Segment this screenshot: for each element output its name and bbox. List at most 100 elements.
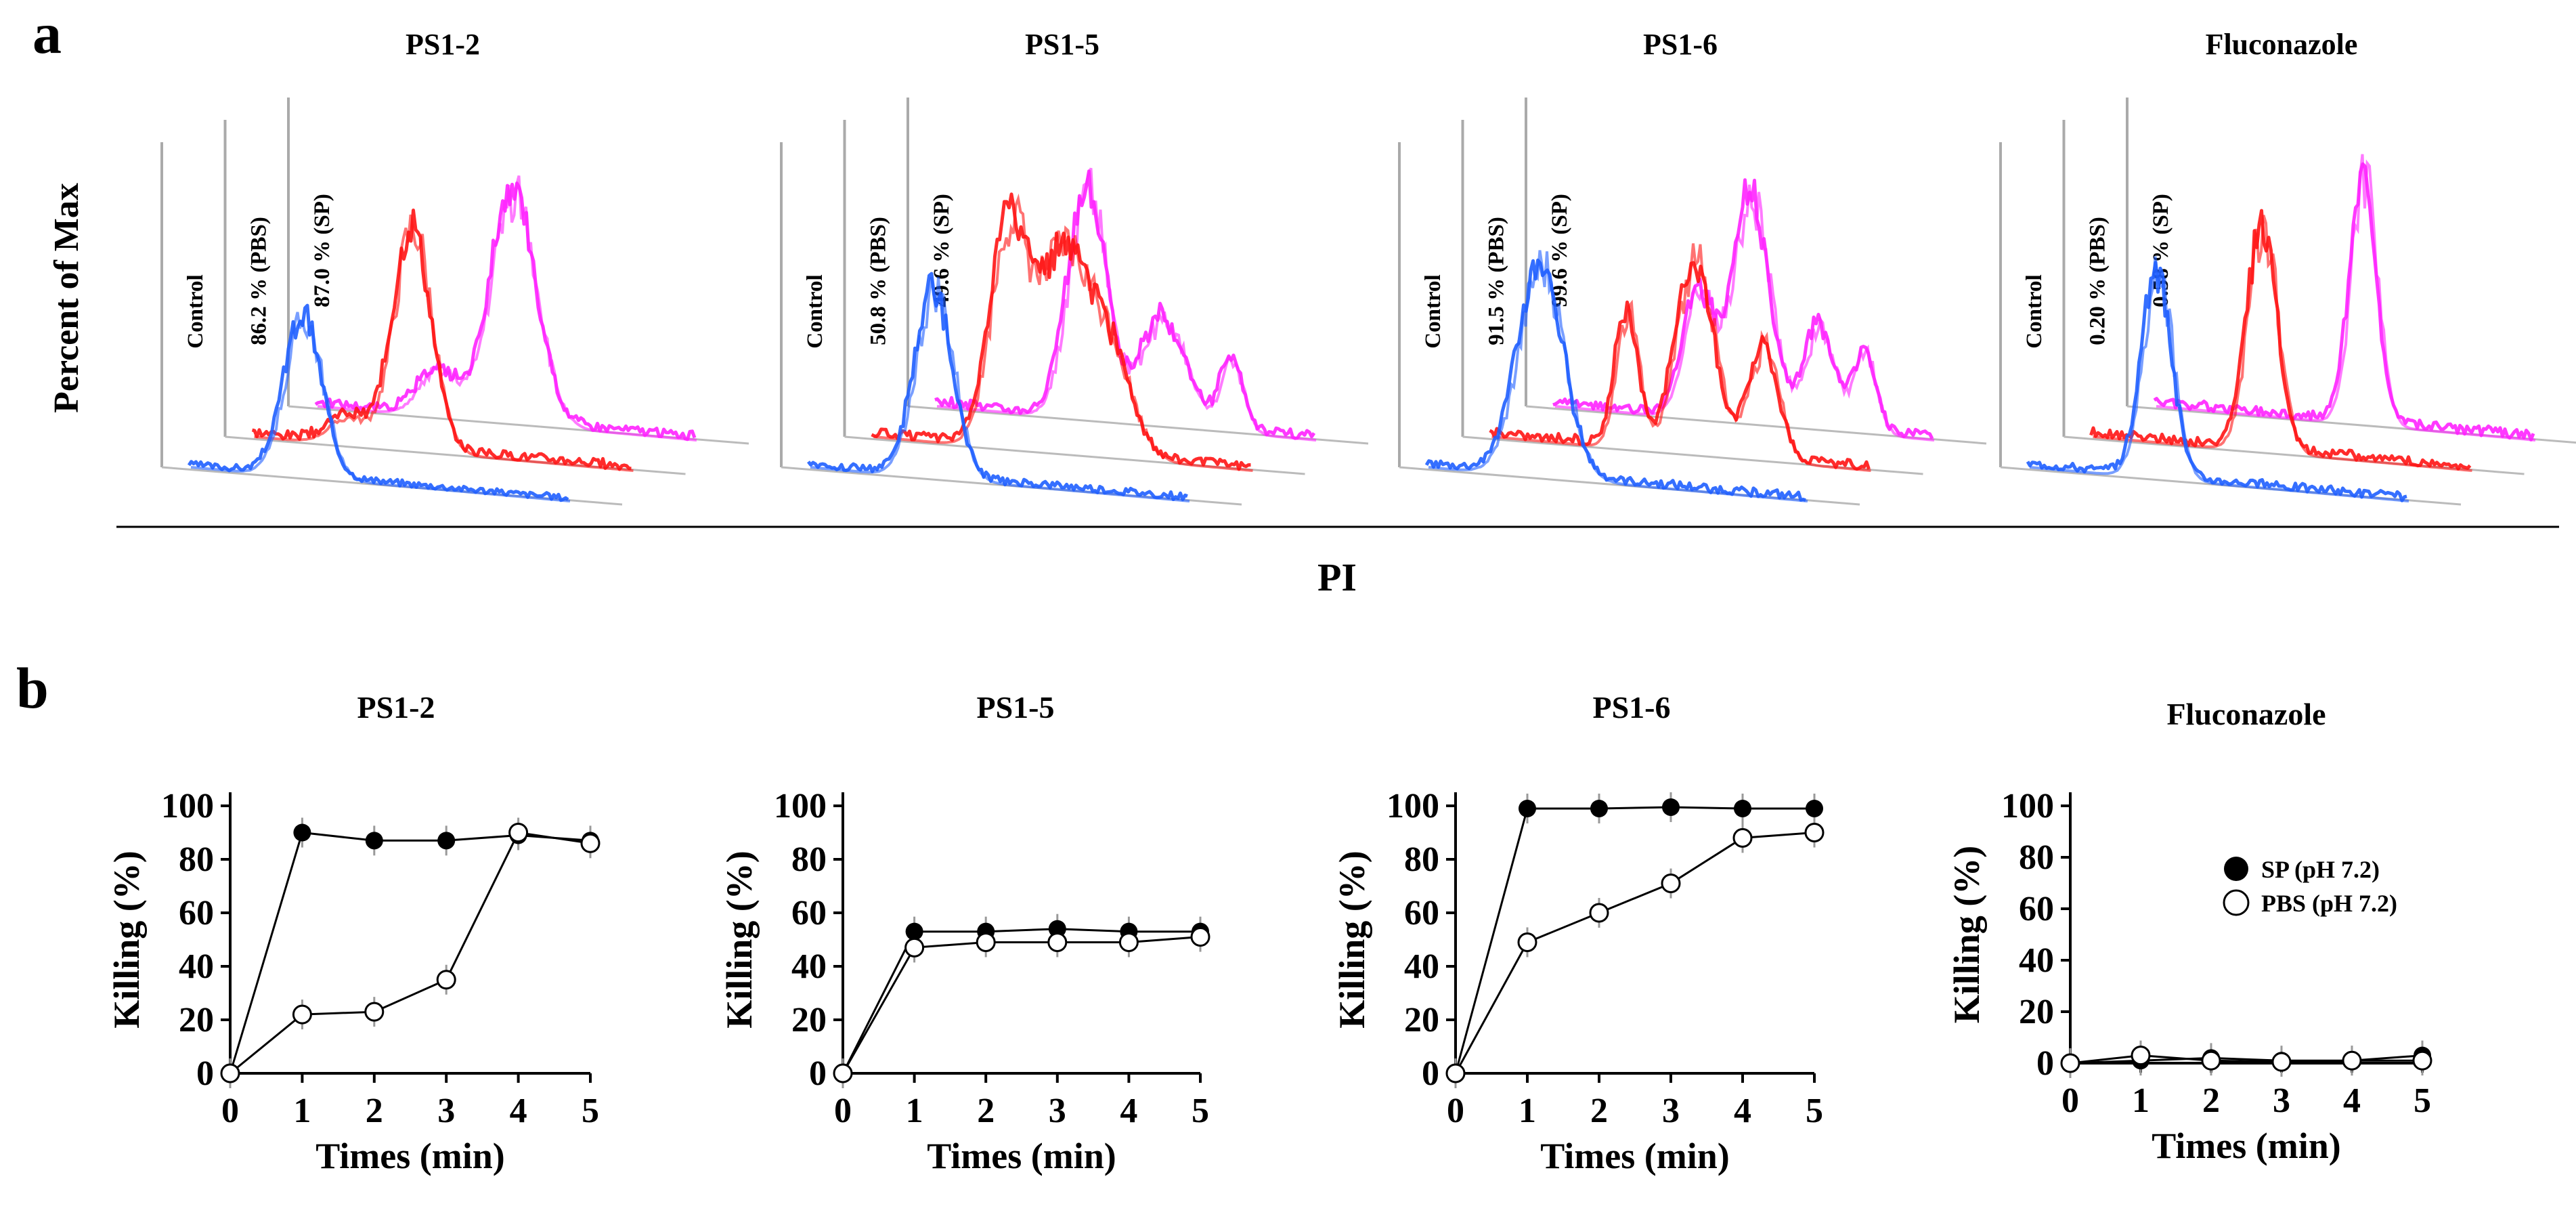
histogram-trace: [251, 209, 632, 471]
data-point-pbs: [436, 970, 456, 990]
x-tick-label: 3: [437, 1092, 455, 1130]
data-point-pbs: [1661, 874, 1681, 894]
y-tick-label: 60: [2019, 890, 2054, 928]
data-point-pbs: [1190, 927, 1210, 947]
histogram-panel: PS1-2 Control 86.2 % (PBS) 87.0 % (SP): [160, 28, 749, 506]
x-axis-label: Times (min): [315, 1136, 505, 1176]
chart-title: PS1-5: [977, 690, 1055, 725]
x-tick-label: 1: [1519, 1092, 1536, 1130]
panel-a-ylabel: Percent of Max: [47, 183, 86, 413]
legend-sp-label: SP (pH 7.2): [2261, 856, 2380, 883]
data-point-sp: [365, 832, 383, 850]
data-point-pbs: [1445, 1063, 1466, 1083]
y-tick-label: 100: [2001, 787, 2054, 825]
histogram-trace: [1554, 184, 1935, 442]
histogram-trace: [317, 175, 697, 442]
data-point-pbs: [580, 833, 601, 853]
y-tick-label: 0: [196, 1054, 214, 1093]
series-line: [842, 928, 1200, 1074]
x-tick-label: 0: [2061, 1081, 2079, 1120]
y-tick-label: 20: [179, 1001, 214, 1039]
data-point-pbs: [2342, 1050, 2362, 1071]
data-point-pbs: [833, 1063, 853, 1083]
y-axis-label: Killing (%): [1332, 851, 1372, 1029]
histogram-layer-label: 86.2 % (PBS): [247, 217, 271, 345]
series-line: [1454, 832, 1815, 1074]
data-point-pbs: [2412, 1050, 2432, 1071]
histogram-trace: [190, 311, 571, 502]
y-tick-label: 40: [791, 947, 827, 986]
data-point-sp: [437, 832, 456, 850]
data-point-pbs: [220, 1063, 240, 1083]
x-tick-label: 4: [2343, 1081, 2361, 1120]
x-axis-label: Times (min): [1540, 1136, 1730, 1176]
data-point-sp: [1662, 798, 1680, 816]
x-tick-label: 1: [293, 1092, 311, 1130]
data-point-pbs: [976, 932, 996, 952]
histogram-trace: [254, 214, 634, 472]
x-tick-label: 4: [510, 1092, 527, 1130]
histogram-trace: [806, 272, 1188, 502]
x-tick-label: 1: [906, 1092, 923, 1130]
y-tick-label: 40: [179, 947, 214, 986]
y-tick-label: 80: [179, 840, 214, 879]
legend-sp-marker: [2224, 857, 2248, 881]
y-tick-label: 80: [791, 840, 827, 879]
histogram-trace: [1428, 250, 1808, 502]
data-point-pbs: [1804, 823, 1825, 842]
series-line: [230, 831, 591, 1075]
y-tick-label: 20: [2019, 993, 2054, 1031]
x-tick-label: 5: [1192, 1092, 1209, 1130]
chart-title: PS1-6: [1593, 690, 1671, 725]
y-axis-label: Killing (%): [1946, 846, 1987, 1024]
data-point-pbs: [1118, 932, 1139, 952]
histogram-layer-label: 87.0 % (SP): [310, 194, 334, 307]
y-tick-label: 40: [2019, 941, 2054, 980]
y-tick-label: 100: [774, 787, 827, 825]
data-point-sp: [1048, 920, 1066, 938]
x-axis-label: Times (min): [2152, 1125, 2341, 1166]
y-tick-label: 60: [179, 894, 214, 932]
line-chart: Fluconazole 0 20 40 60 80 100 0 1 2 3 4 5 Times (min)…: [1946, 697, 2432, 1166]
panel-a-label: a: [32, 1, 62, 66]
y-tick-label: 20: [1404, 1001, 1439, 1039]
y-tick-label: 0: [1422, 1054, 1439, 1093]
x-tick-label: 3: [1049, 1092, 1066, 1130]
histogram-trace: [2089, 209, 2472, 471]
y-tick-label: 0: [2036, 1044, 2054, 1083]
line-chart: PS1-5 0 20 40 60 80 100 0 1 2 3 4 5 Times (min) Killin…: [719, 690, 1210, 1176]
histogram-layer-label: Control: [183, 274, 208, 348]
line-chart: PS1-6 0 20 40 60 80 100 0 1 2 3 4 5 Times (min) Killin…: [1332, 690, 1825, 1176]
histogram-trace: [873, 193, 1253, 472]
data-point-pbs: [2131, 1046, 2151, 1066]
histogram-trace: [2093, 215, 2472, 472]
x-tick-label: 3: [1662, 1092, 1680, 1130]
panel-b-label: b: [16, 656, 49, 721]
data-point-pbs: [904, 937, 925, 958]
y-tick-label: 60: [791, 894, 827, 932]
histogram-layer-label: Control: [1421, 274, 1445, 348]
histogram-title: Fluconazole: [2206, 28, 2358, 61]
series-line: [1454, 806, 1814, 1074]
data-point-pbs: [2060, 1053, 2080, 1073]
data-point-sp: [905, 922, 923, 941]
histogram-layer-label: Control: [2022, 274, 2047, 348]
data-point-sp: [1806, 799, 1823, 817]
histogram-layer-label: 0.20 % (PBS): [2086, 217, 2110, 345]
y-axis-label: Killing (%): [719, 851, 760, 1029]
x-tick-label: 2: [2202, 1081, 2220, 1120]
x-tick-label: 3: [2273, 1081, 2290, 1120]
histogram-trace: [936, 167, 1317, 442]
legend: SP (pH 7.2) PBS (pH 7.2): [2223, 856, 2397, 917]
y-tick-label: 100: [1387, 787, 1439, 825]
x-tick-label: 0: [1447, 1092, 1464, 1130]
y-tick-label: 60: [1404, 894, 1439, 932]
x-tick-label: 5: [2414, 1081, 2431, 1120]
y-tick-label: 20: [791, 1001, 827, 1039]
data-point-pbs: [1589, 903, 1609, 923]
chart-title: PS1-2: [357, 690, 435, 725]
legend-pbs-marker: [2223, 889, 2250, 916]
x-tick-label: 5: [1806, 1092, 1823, 1130]
